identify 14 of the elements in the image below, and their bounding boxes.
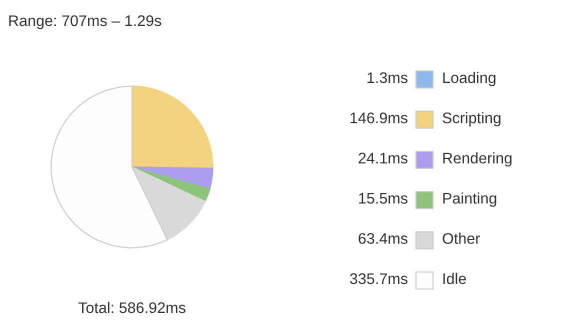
legend-label: Idle — [443, 272, 466, 284]
legend-label: Painting — [443, 192, 496, 207]
data-label: 15.5ms — [359, 193, 408, 204]
data-label: 335.7ms — [350, 273, 408, 284]
data-label: 24.1ms — [358, 152, 408, 164]
legend-label: Other — [442, 232, 480, 244]
data-label: 146.9ms — [350, 112, 408, 124]
legend-label: Rendering — [443, 152, 512, 167]
text: Total: 586.92ms — [78, 302, 186, 314]
legend-label: Scripting — [442, 112, 500, 126]
data-label: 1.3ms — [368, 72, 408, 84]
data-label: 63.4ms — [358, 233, 408, 244]
legend-label: Loading — [443, 72, 496, 86]
chart-title: Range: 707ms – 1.29s — [9, 15, 162, 30]
